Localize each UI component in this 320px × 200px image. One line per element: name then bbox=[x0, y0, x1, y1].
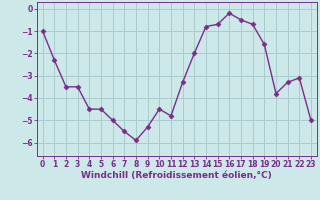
X-axis label: Windchill (Refroidissement éolien,°C): Windchill (Refroidissement éolien,°C) bbox=[81, 171, 272, 180]
